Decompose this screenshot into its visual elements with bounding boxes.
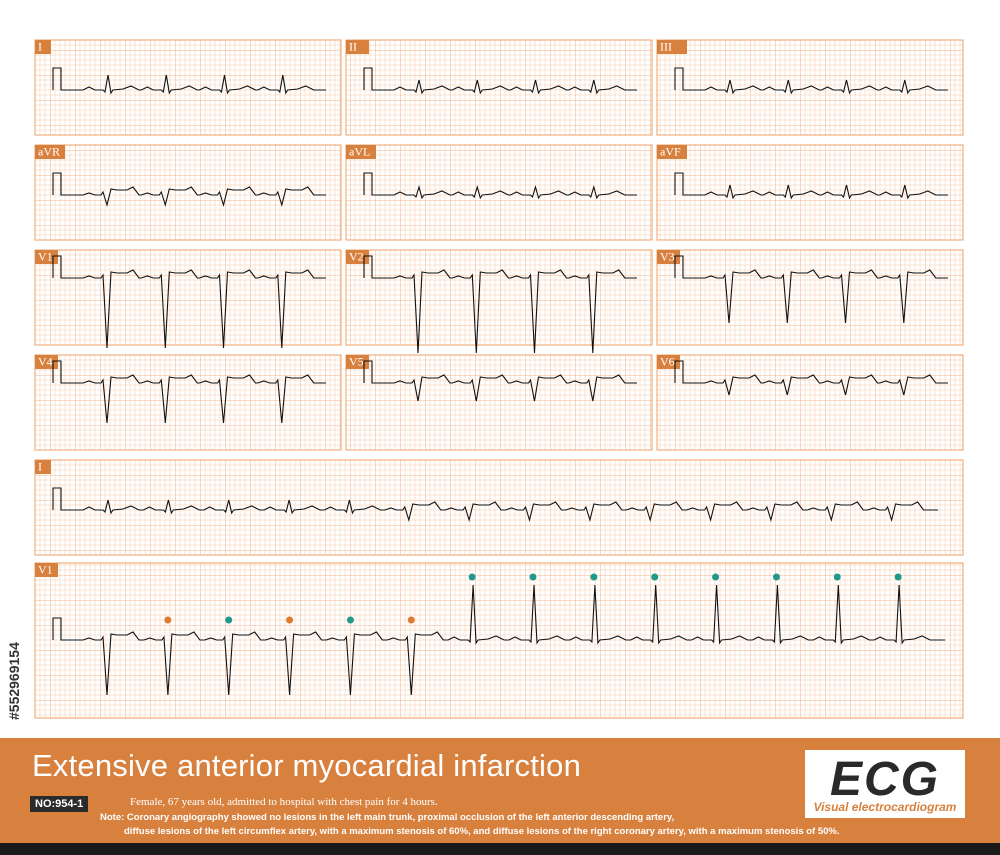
lead-label-box (346, 250, 369, 264)
ecg-grid (34, 562, 964, 719)
ecg-trace (363, 360, 637, 402)
ecg-grid (656, 39, 964, 136)
lead-label: V1 (38, 249, 53, 263)
lead-label-box (35, 355, 58, 369)
lead-label-box (657, 355, 680, 369)
ecg-trace (363, 67, 637, 95)
ecg-trace (52, 487, 938, 523)
logo: ECG Visual electrocardiogram (805, 750, 965, 818)
beat-marker (894, 573, 902, 581)
lead-label: I (38, 459, 42, 473)
note: diffuse lesions of the left circumflex a… (124, 826, 840, 837)
ecg-trace (674, 172, 948, 200)
ecg-grid (345, 354, 653, 451)
beat-marker (529, 573, 537, 581)
lead-label: V4 (38, 354, 53, 368)
ecg-grid (345, 39, 653, 136)
ecg-trace (52, 67, 326, 95)
lead-label-box (346, 145, 376, 159)
lead-label-box (346, 40, 369, 54)
ecg-trace (674, 360, 948, 396)
beat-marker (407, 616, 415, 624)
beat-marker (225, 616, 233, 624)
beat-marker (346, 616, 354, 624)
ecg-trace (52, 255, 326, 349)
ecg-grid (34, 39, 342, 136)
lead-label: aVL (349, 144, 370, 158)
lead-label-box (346, 355, 369, 369)
lead-label: aVR (38, 144, 60, 158)
ecg-grid (345, 249, 653, 346)
ecg-grid (345, 144, 653, 241)
ecg-grid (656, 354, 964, 451)
bottom-bar (0, 843, 1000, 855)
ecg-trace (363, 172, 637, 200)
lead-label: aVF (660, 144, 681, 158)
logo-text: ECG (829, 753, 940, 806)
ecg-trace (52, 172, 326, 208)
lead-label-box (657, 250, 680, 264)
lead-label: V1 (38, 562, 53, 576)
lead-label-box (35, 40, 51, 54)
lead-label-box (35, 460, 51, 474)
footer-banner: Extensive anterior myocardial infarction… (0, 738, 1000, 843)
watermark: #552969154 (6, 642, 22, 720)
ecg-grid (34, 144, 342, 241)
ecg-trace (52, 584, 945, 696)
beat-marker (651, 573, 659, 581)
ecg-grid (34, 354, 342, 451)
lead-label-box (35, 563, 58, 577)
lead-label: III (660, 39, 672, 53)
note: Note: Coronary angiography showed no les… (100, 812, 675, 823)
logo-subtitle: Visual electrocardiogram (813, 800, 957, 814)
lead-label: V3 (660, 249, 675, 263)
beat-marker (286, 616, 294, 624)
patient-info: Female, 67 years old, admitted to hospit… (130, 796, 438, 808)
lead-label-box (35, 145, 65, 159)
beat-marker (833, 573, 841, 581)
ecg-trace (674, 255, 948, 324)
ecg-trace (363, 255, 637, 354)
lead-label-box (657, 40, 687, 54)
beat-marker (772, 573, 780, 581)
lead-label: V2 (349, 249, 364, 263)
lead-label-box (657, 145, 687, 159)
beat-marker (590, 573, 598, 581)
title: Extensive anterior myocardial infarction (32, 748, 582, 783)
beat-marker (712, 573, 720, 581)
ecg-grid (656, 249, 964, 346)
lead-label: V6 (660, 354, 675, 368)
beat-marker (164, 616, 172, 624)
case-id: NO:954-1 (30, 796, 89, 812)
lead-label: V5 (349, 354, 364, 368)
beat-marker (468, 573, 476, 581)
ecg-grid (34, 249, 342, 346)
lead-label-box (35, 250, 58, 264)
ecg-trace (52, 360, 326, 424)
ecg-grid (656, 144, 964, 241)
ecg-trace (674, 67, 948, 95)
lead-label: II (349, 39, 357, 53)
lead-label: I (38, 39, 42, 53)
